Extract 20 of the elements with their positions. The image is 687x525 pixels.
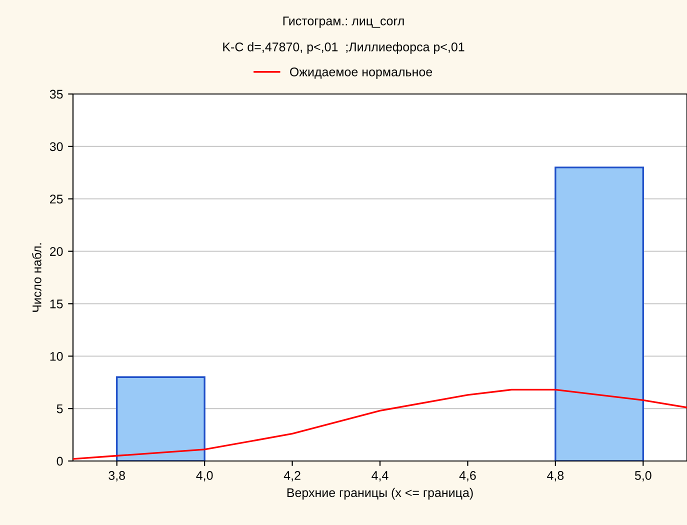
chart-title: Гистограм.: лиц_corл (283, 16, 404, 28)
legend-label: Ожидаемое нормальное (290, 68, 432, 79)
x-tick-label: 4,8 (547, 471, 564, 482)
y-tick-label: 20 (50, 247, 63, 256)
chart-subtitle: K-C d=,47870, p<,01 ;Лиллиефорса p<,01 (223, 42, 464, 54)
y-tick-label: 15 (50, 300, 63, 308)
y-tick-label: 25 (50, 194, 63, 204)
x-tick-label: 3,8 (108, 471, 126, 482)
x-tick-label: 4,6 (459, 471, 476, 482)
y-axis-title: Число набл. (32, 243, 42, 312)
y-tick-label: 35 (50, 90, 63, 99)
x-tick-label: 4,0 (196, 471, 213, 482)
y-tick-label: 0 (56, 456, 63, 466)
y-tick-label: 5 (56, 404, 63, 414)
y-tick-label: 10 (50, 352, 63, 361)
x-tick-label: 4,4 (372, 471, 388, 482)
x-tick-label: 5,0 (634, 471, 652, 482)
x-axis-title: Верхние границы (x <= граница) (287, 488, 473, 500)
y-tick-label: 30 (50, 142, 63, 152)
x-tick-label: 4,2 (284, 471, 300, 482)
